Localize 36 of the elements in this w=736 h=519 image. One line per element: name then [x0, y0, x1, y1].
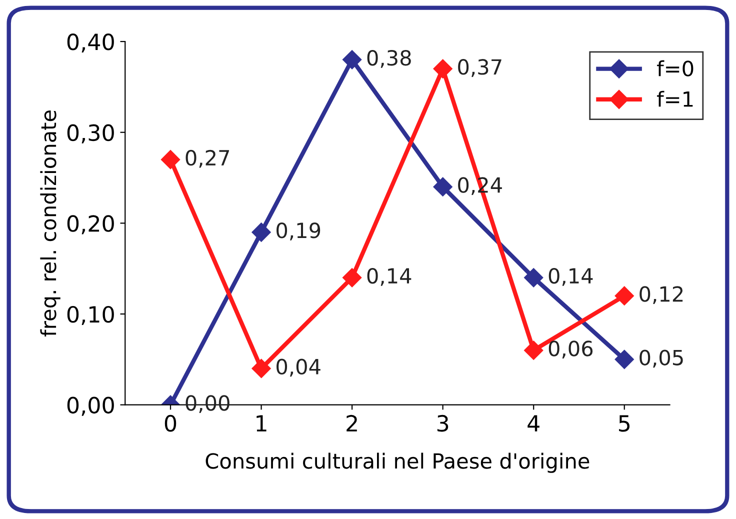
- x-axis-title: Consumi culturali nel Paese d'origine: [206, 452, 590, 473]
- x-tick-label: 0: [164, 414, 176, 432]
- point: [252, 222, 271, 242]
- y-axis-title: freq. rel. condizionate: [40, 110, 60, 336]
- y-tick-label: 0,20: [67, 215, 114, 234]
- point: [433, 177, 452, 196]
- point: [614, 286, 634, 306]
- data-label: 0,38: [367, 50, 411, 68]
- point: [524, 340, 544, 360]
- x-tick-label: 3: [437, 414, 448, 432]
- data-label: 0,19: [276, 222, 320, 240]
- x-tick-label: 4: [528, 415, 540, 432]
- point: [252, 358, 271, 378]
- data-label: 0,05: [640, 350, 683, 368]
- data-label: 0,06: [548, 340, 593, 358]
- point: [160, 150, 180, 170]
- x-tick-label: 5: [619, 415, 630, 432]
- x-tick-label: 2: [346, 414, 357, 432]
- y-tick-label: 0,10: [67, 306, 114, 326]
- legend-label: f=0: [657, 60, 694, 76]
- data-label: 0,04: [276, 358, 320, 377]
- point: [524, 268, 544, 288]
- data-label: 0,14: [367, 268, 412, 286]
- point: [342, 50, 362, 70]
- data-label: 0,37: [458, 59, 502, 77]
- y-tick-label: 0,40: [67, 33, 114, 53]
- x-tick-label: 1: [256, 415, 266, 432]
- data-label: 0,27: [186, 150, 229, 168]
- y-tick-label: 0,00: [67, 396, 114, 416]
- point: [433, 59, 452, 78]
- point: [342, 268, 362, 288]
- y-tick-label: 0,30: [67, 124, 114, 144]
- data-label: 0,14: [548, 268, 593, 286]
- data-label: 0,12: [640, 286, 683, 304]
- point: [614, 350, 634, 369]
- legend-label: f=1: [657, 90, 693, 107]
